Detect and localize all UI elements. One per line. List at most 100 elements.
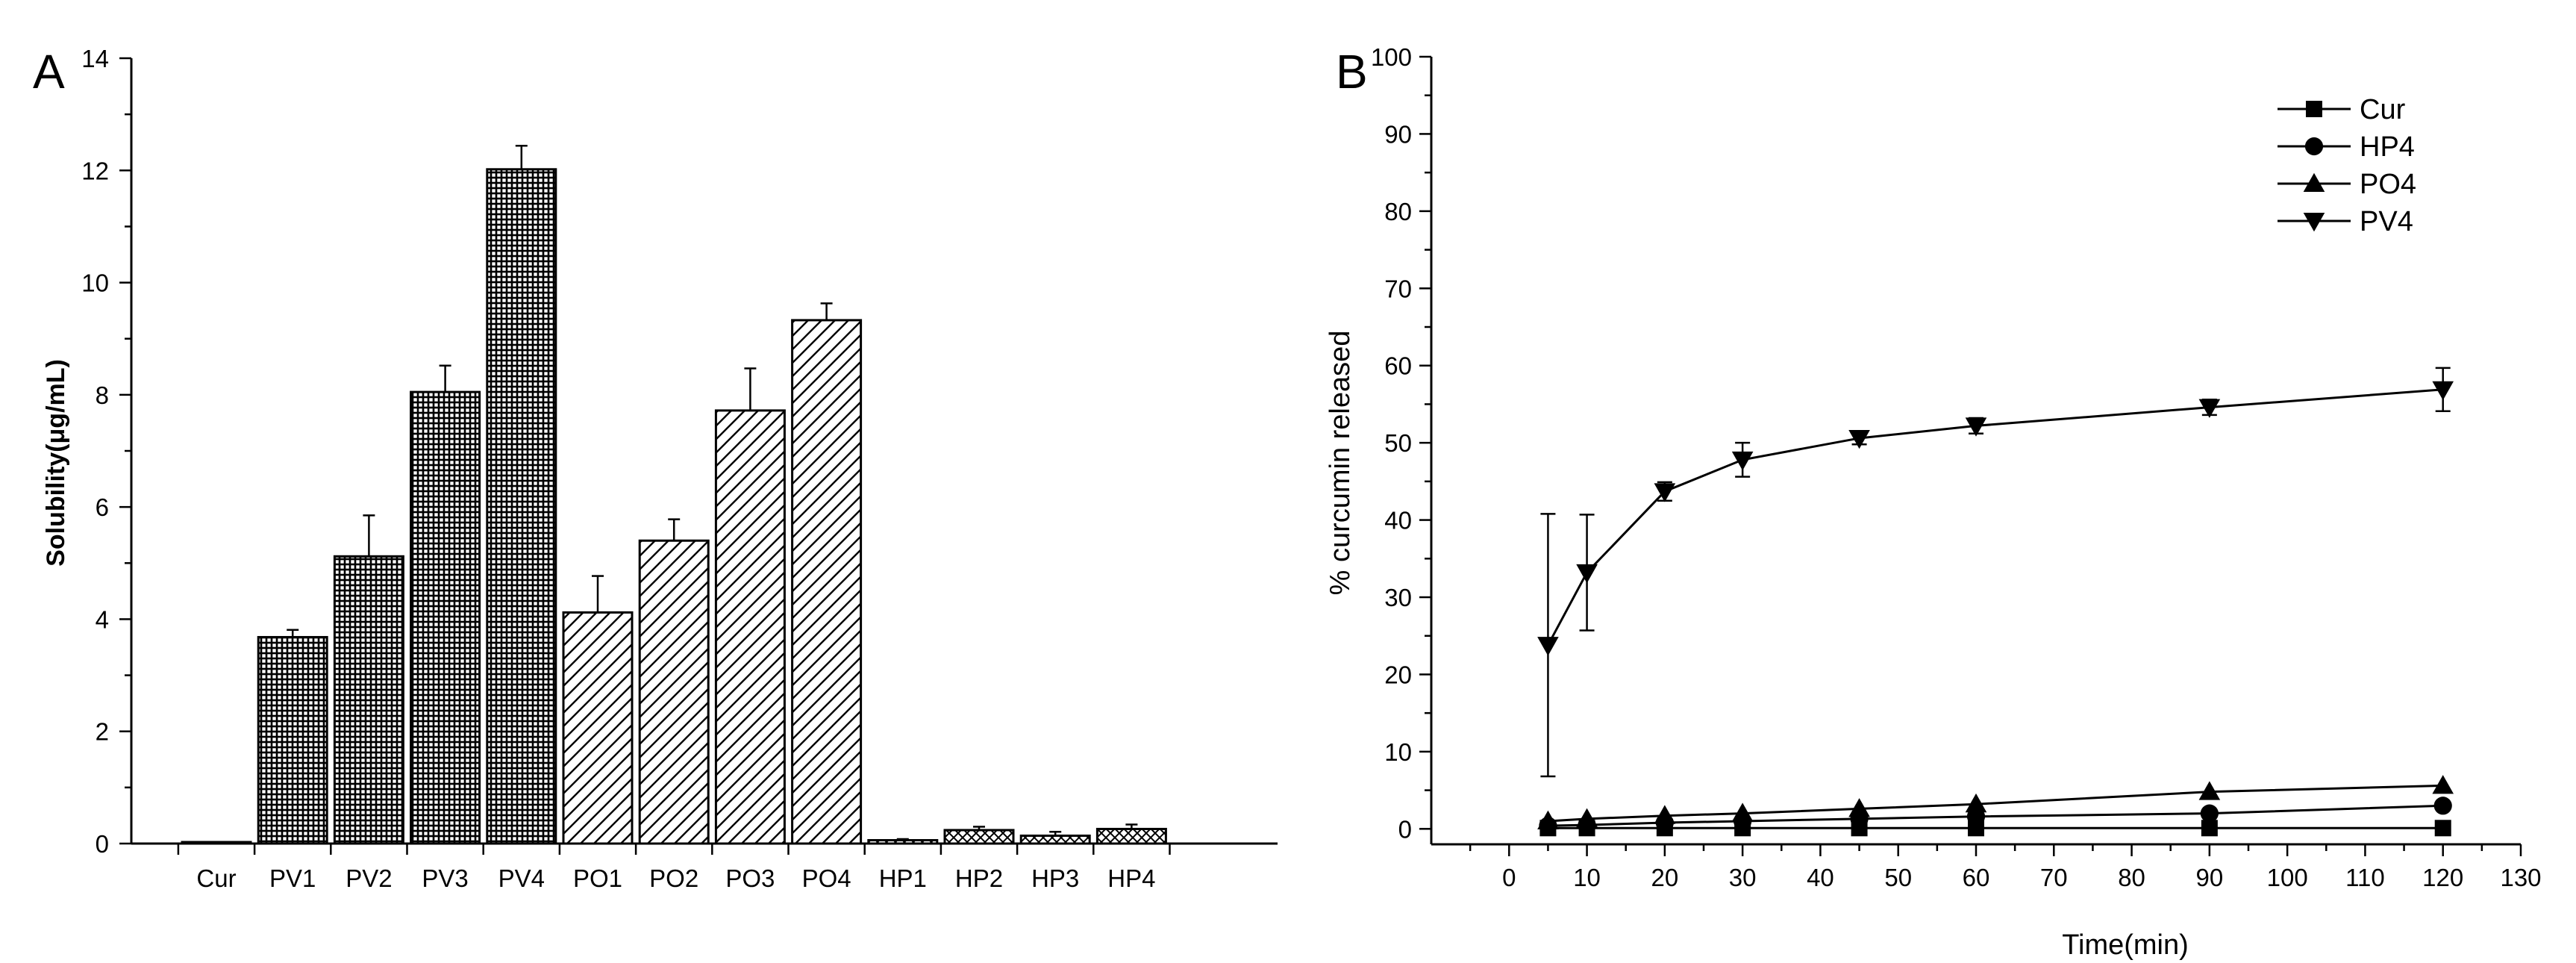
series-line-pv4 xyxy=(1547,388,2443,646)
x-tick-label: 10 xyxy=(1573,864,1601,891)
data-point-po4 xyxy=(1731,802,1754,822)
bar-pv4 xyxy=(486,168,557,845)
y-tick-label: 40 xyxy=(1384,507,1412,535)
y-tick-label: 4 xyxy=(96,605,109,633)
legend-marker-pv4 xyxy=(2303,213,2325,232)
panel-b-legend: Cur HP4 PO4 PV4 xyxy=(2278,94,2416,237)
legend-label-po4: PO4 xyxy=(2360,169,2416,200)
x-tick-label-po1: PO1 xyxy=(573,864,622,892)
y-tick-label: 12 xyxy=(81,157,109,184)
data-point-cur xyxy=(2201,820,2218,837)
x-tick-label: 30 xyxy=(1729,864,1757,891)
x-tick-label: 90 xyxy=(2195,864,2223,891)
data-point-po4 xyxy=(1654,805,1676,824)
x-tick-label: 40 xyxy=(1807,864,1834,891)
x-tick-label-hp4: HP4 xyxy=(1107,864,1155,892)
x-tick-label: 80 xyxy=(2118,864,2145,891)
y-tick-label: 0 xyxy=(96,830,109,858)
data-point-po4 xyxy=(2432,775,2454,794)
data-point-po4 xyxy=(1576,808,1598,827)
x-tick-label-pv2: PV2 xyxy=(346,864,392,892)
bar-po4 xyxy=(791,319,863,845)
data-point-hp4 xyxy=(2200,804,2219,823)
x-tick-label-po4: PO4 xyxy=(802,864,851,892)
panel-a-y-axis-title: Solubility(μg/mL) xyxy=(42,359,70,567)
bar-po2 xyxy=(638,539,710,845)
x-tick-label: 20 xyxy=(1651,864,1678,891)
data-point-pv4 xyxy=(1848,429,1870,449)
y-tick-label: 90 xyxy=(1384,120,1412,148)
x-tick-label: 50 xyxy=(1884,864,1912,891)
panel-b-series xyxy=(1537,367,2454,837)
data-point-pv4 xyxy=(1576,564,1598,584)
y-tick-label: 30 xyxy=(1384,584,1412,611)
y-tick-label: 80 xyxy=(1384,198,1412,225)
panel-b-x-axis-title: Time(min) xyxy=(2062,929,2189,961)
data-point-pv4 xyxy=(2432,381,2454,401)
series-line-hp4 xyxy=(1548,804,2443,827)
y-tick-label: 0 xyxy=(1398,815,1412,843)
legend-marker-cur xyxy=(2306,101,2322,117)
bar-hp3 xyxy=(1019,834,1091,845)
bar-pv3 xyxy=(410,390,481,845)
x-tick-label: 130 xyxy=(2500,864,2541,891)
panel-a: A 0 2 4 6 8 10 12 14 Cur PV1 PV2 PV3 PV4 PO1 PO2 PO3 PO4… xyxy=(33,45,1278,892)
x-tick-label: 100 xyxy=(2267,864,2308,891)
data-point-cur xyxy=(2434,820,2451,837)
data-point-po4 xyxy=(1965,793,1987,813)
panel-b-letter: B xyxy=(1336,45,1368,99)
bar-pv2 xyxy=(333,555,404,845)
legend-marker-hp4 xyxy=(2304,137,2324,156)
x-tick-label-cur: Cur xyxy=(196,864,236,892)
bar-cur xyxy=(181,841,252,845)
data-point-pv4 xyxy=(1731,451,1754,471)
bar-po3 xyxy=(714,409,786,845)
bar-po1 xyxy=(562,611,634,845)
y-tick-label: 50 xyxy=(1384,429,1412,457)
y-tick-label: 60 xyxy=(1384,352,1412,380)
bar-pv1 xyxy=(257,635,328,845)
x-tick-label-pv3: PV3 xyxy=(422,864,468,892)
data-point-pv4 xyxy=(2198,399,2221,418)
x-tick-label-hp3: HP3 xyxy=(1031,864,1079,892)
data-point-po4 xyxy=(2198,781,2221,800)
x-tick-label: 110 xyxy=(2345,864,2385,891)
data-point-hp4 xyxy=(2433,797,2452,815)
x-tick-label-po3: PO3 xyxy=(725,864,775,892)
x-tick-label-hp2: HP2 xyxy=(955,864,1003,892)
x-tick-label-po2: PO2 xyxy=(649,864,698,892)
y-tick-label: 100 xyxy=(1371,43,1412,71)
panel-b-axes: 0 10 20 30 40 50 60 70 80 90 100 0 10 20 30 40 50 60 70 80 9… xyxy=(1371,43,2542,891)
data-point-pv4 xyxy=(1537,637,1559,656)
legend-marker-po4 xyxy=(2303,172,2325,192)
bar-hp1 xyxy=(867,838,939,845)
legend-label-hp4: HP4 xyxy=(2360,131,2415,163)
series-line-po4 xyxy=(1548,784,2443,823)
bar-hp4 xyxy=(1095,827,1167,845)
legend-label-cur: Cur xyxy=(2360,94,2406,125)
y-tick-label: 8 xyxy=(96,381,109,409)
panel-b-y-axis-title: % curcumin released xyxy=(1325,331,1356,596)
panel-b: B 0 10 20 30 40 50 60 70 80 90 100 0 10 20 30 40 50 60 70 8… xyxy=(1325,43,2542,961)
y-tick-label: 2 xyxy=(96,718,109,746)
data-point-pv4 xyxy=(1654,483,1676,502)
x-tick-label-pv4: PV4 xyxy=(498,864,545,892)
y-tick-label: 10 xyxy=(1384,738,1412,766)
bar-hp2 xyxy=(943,829,1015,845)
data-point-pv4 xyxy=(1965,417,1987,437)
y-tick-label: 6 xyxy=(96,493,109,521)
panel-a-letter: A xyxy=(33,45,65,99)
x-tick-label-hp1: HP1 xyxy=(879,864,927,892)
y-tick-label: 10 xyxy=(81,269,109,297)
y-tick-label: 14 xyxy=(81,45,109,72)
data-point-po4 xyxy=(1537,810,1559,829)
x-tick-label-pv1: PV1 xyxy=(269,864,316,892)
y-tick-label: 20 xyxy=(1384,661,1412,688)
data-point-po4 xyxy=(1848,798,1870,817)
x-tick-label: 70 xyxy=(2040,864,2068,891)
y-tick-label: 70 xyxy=(1384,275,1412,302)
x-tick-label: 60 xyxy=(1963,864,1990,891)
x-tick-label: 120 xyxy=(2422,864,2463,891)
x-tick-label: 0 xyxy=(1502,864,1516,891)
